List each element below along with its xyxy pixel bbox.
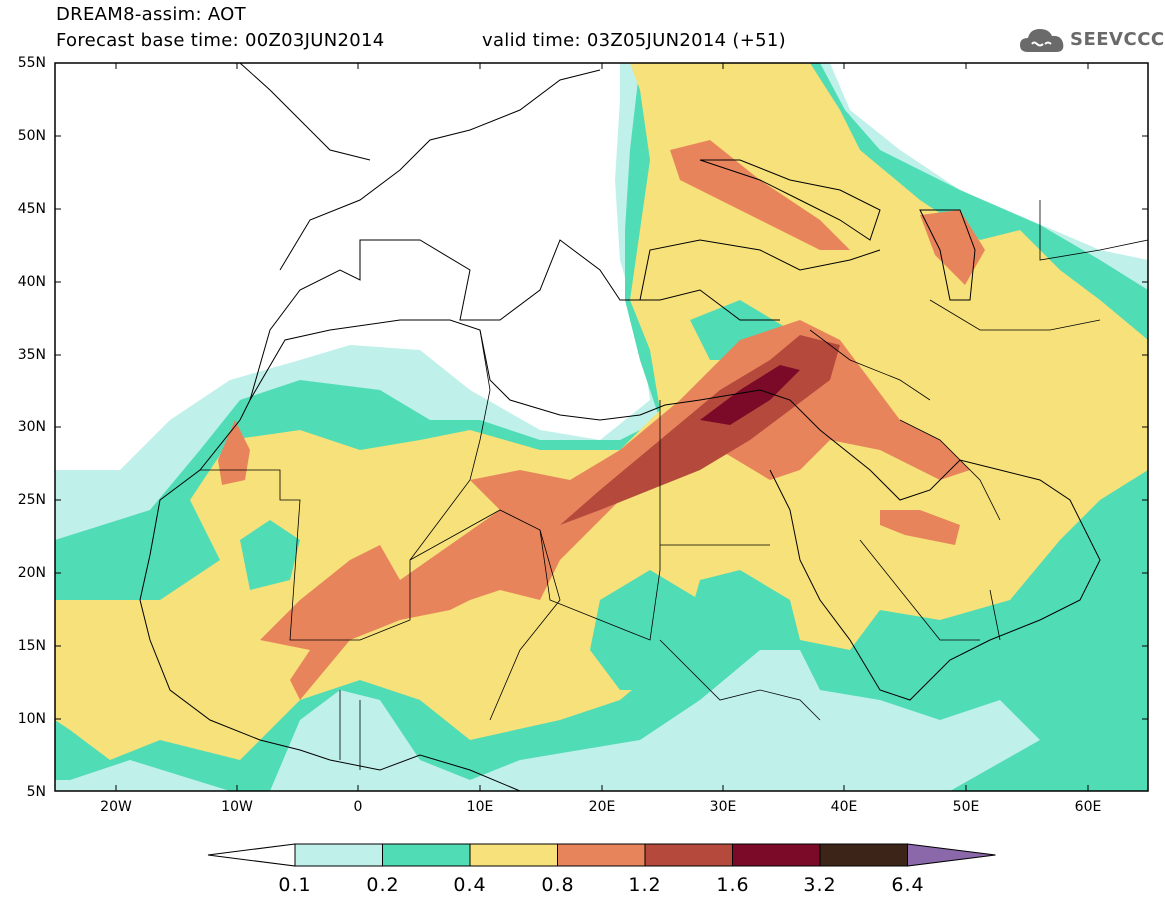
- colorbar-label-3.2: 3.2: [803, 874, 837, 896]
- colorbar-label-1.6: 1.6: [716, 874, 750, 896]
- lon-label-30e: 30E: [709, 799, 737, 815]
- lat-label-50n: 50N: [17, 128, 46, 144]
- lat-label-5n: 5N: [26, 784, 46, 800]
- lat-label-20n: 20N: [17, 565, 46, 581]
- lon-label-60e: 60E: [1074, 799, 1102, 815]
- aot-level-0.8-patch2: [920, 210, 985, 285]
- aot-shading: [55, 63, 1148, 791]
- aot-level-0.8: [260, 320, 970, 700]
- aot-level-1.6: [700, 365, 800, 425]
- map-title: DREAM8-assim: AOT: [56, 4, 246, 25]
- lon-label-10w: 10W: [221, 799, 253, 815]
- colorbar-label-1.2: 1.2: [628, 874, 662, 896]
- aot-level-0.8-patch: [670, 140, 850, 250]
- colorbar-label-0.8: 0.8: [541, 874, 575, 896]
- coastlines: [139, 63, 1101, 791]
- lon-label-40e: 40E: [830, 799, 858, 815]
- aot-level-0.2-patch2: [240, 520, 300, 590]
- colorbar-label-0.4: 0.4: [453, 874, 487, 896]
- lon-label-50e: 50E: [952, 799, 980, 815]
- lat-label-35n: 35N: [17, 347, 46, 363]
- aot-level-0.2-patch: [590, 570, 720, 690]
- borders: [200, 200, 1148, 770]
- lon-label-20e: 20E: [588, 799, 616, 815]
- valid-time: valid time: 03Z05JUN2014 (+51): [482, 30, 786, 51]
- cloud-icon: [1020, 29, 1064, 52]
- lat-label-25n: 25N: [17, 492, 46, 508]
- seevccc-logo: SEEVCCC: [1018, 24, 1164, 56]
- lat-label-55n: 55N: [17, 55, 46, 71]
- lat-ticks: [55, 62, 1148, 720]
- lat-label-30n: 30N: [17, 419, 46, 435]
- aot-level-0.8-patch3: [218, 420, 250, 485]
- logo-text: SEEVCCC: [1070, 29, 1165, 50]
- lat-label-45n: 45N: [17, 201, 46, 217]
- lat-label-15n: 15N: [17, 638, 46, 654]
- lon-label-0: 0: [353, 799, 363, 815]
- colorbar-label-0.1: 0.1: [278, 874, 312, 896]
- lon-label-20w: 20W: [100, 799, 132, 815]
- colorbar-label-6.4: 6.4: [891, 874, 925, 896]
- lat-label-40n: 40N: [17, 274, 46, 290]
- forecast-base-time: Forecast base time: 00Z03JUN2014: [56, 30, 385, 51]
- lon-label-10e: 10E: [466, 799, 494, 815]
- lon-ticks: [115, 63, 1089, 791]
- aot-level-0.8-patch4: [880, 510, 960, 545]
- lat-label-10n: 10N: [17, 711, 46, 727]
- colorbar-label-0.2: 0.2: [366, 874, 400, 896]
